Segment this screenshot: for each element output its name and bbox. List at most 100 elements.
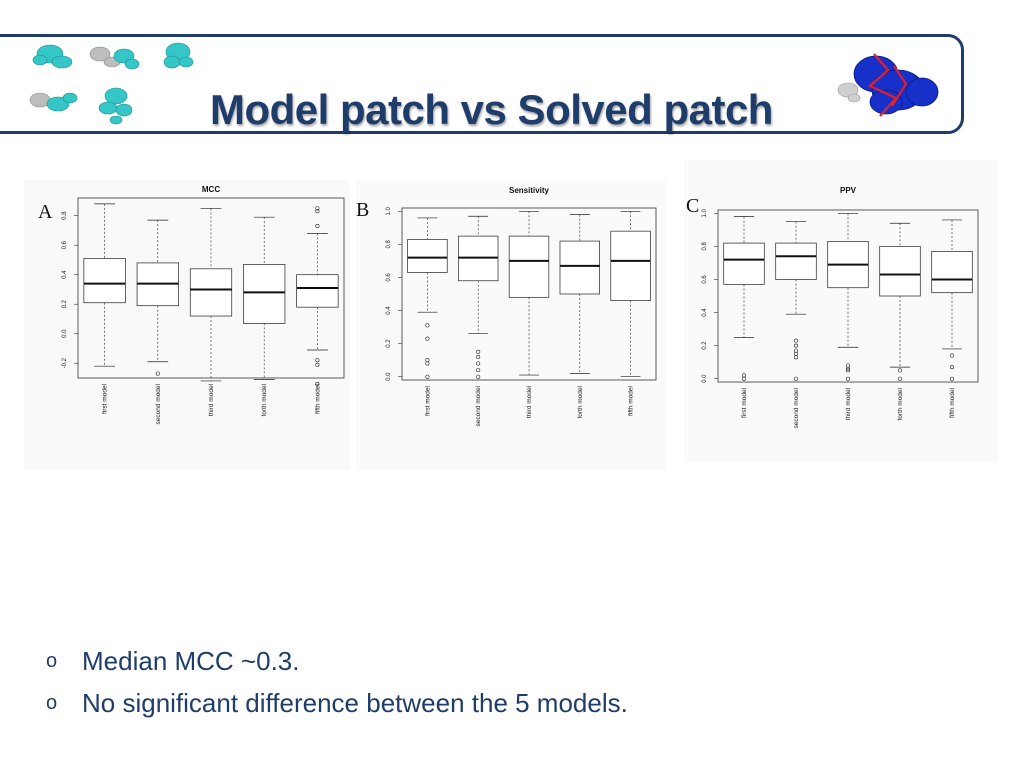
y-tick-label: 0.8 — [62, 211, 68, 220]
panel-letter: B — [356, 199, 369, 221]
boxplot-sensitivity: B Sensitivity 0.0 0.2 0.4 0.6 0.8 1.0 first mode… — [356, 186, 657, 426]
y-tick-label: 0.2 — [386, 339, 392, 348]
x-tick-label: fifth model — [949, 387, 956, 418]
box-third-model — [827, 212, 869, 381]
protein-cyan-1 — [32, 44, 73, 69]
box-iqr — [931, 250, 973, 294]
outlier-point — [794, 338, 799, 343]
outlier-point — [476, 361, 481, 366]
box-second-model — [136, 219, 179, 376]
box-forth-model — [879, 222, 921, 381]
outlier-point — [476, 368, 481, 373]
x-tick-label: second model — [155, 383, 162, 424]
box-fifth-model — [610, 210, 651, 378]
outlier-point — [476, 354, 481, 359]
chart-panel-ppv: C PPV 0.0 0.2 0.4 0.6 0.8 1.0 first model second … — [684, 160, 998, 462]
outlier-point — [949, 376, 954, 381]
box-forth-model — [243, 216, 286, 380]
outlier-point — [425, 361, 430, 366]
chart-title: PPV — [840, 186, 857, 195]
y-tick-label: -0.2 — [62, 357, 68, 368]
outlier-point — [794, 348, 799, 353]
box-third-model — [508, 210, 550, 376]
box-iqr — [879, 246, 921, 297]
outlier-point — [476, 374, 481, 379]
plot-frame — [717, 209, 979, 383]
y-tick-label: 0.4 — [62, 270, 68, 279]
bullet-list: o Median MCC ~0.3. o No significant diff… — [46, 640, 628, 724]
bullet-text: Median MCC ~0.3. — [82, 645, 300, 676]
box-second-model — [775, 221, 817, 381]
x-tick-label: first model — [424, 385, 431, 416]
outlier-point — [846, 368, 851, 373]
outlier-point — [425, 358, 430, 363]
y-tick-label: 0.6 — [386, 273, 392, 282]
box-third-model — [189, 207, 233, 382]
outlier-point — [949, 353, 954, 358]
box-iqr — [723, 242, 765, 285]
box-iqr — [189, 268, 233, 317]
box-first-model — [83, 203, 126, 367]
y-tick-label: 1.0 — [386, 206, 392, 215]
protein-cyan-2 — [163, 42, 194, 69]
outlier-point — [425, 323, 430, 328]
box-first-model — [723, 216, 765, 381]
chart-panel-sensitivity: B Sensitivity 0.0 0.2 0.4 0.6 0.8 1.0 first mode… — [356, 180, 666, 470]
plot-frame — [401, 207, 657, 381]
outlier-point — [794, 376, 799, 381]
x-tick-label: third model — [526, 385, 533, 418]
panel-letter: C — [686, 195, 699, 217]
box-iqr — [508, 235, 550, 298]
y-tick-label: 0.0 — [386, 372, 392, 381]
outlier-point — [315, 381, 320, 386]
box-fifth-model — [931, 219, 973, 381]
y-tick-label: 1.0 — [702, 208, 708, 217]
y-tick-label: 0.8 — [386, 240, 392, 249]
x-tick-label: second model — [793, 387, 800, 428]
outlier-point — [949, 365, 954, 370]
outlier-point — [476, 349, 481, 354]
box-fifth-model — [296, 206, 339, 386]
outlier-point — [425, 374, 430, 379]
y-tick-label: 0.6 — [702, 275, 708, 284]
outlier-point — [741, 373, 746, 378]
outlier-point — [741, 376, 746, 381]
outlier-point — [898, 376, 903, 381]
y-tick-label: 0.0 — [702, 374, 708, 383]
protein-complex-image — [837, 53, 939, 117]
outlier-point — [794, 351, 799, 356]
x-tick-label: forth model — [261, 383, 268, 416]
protein-cyan-3 — [98, 87, 133, 125]
chart-title: MCC — [202, 185, 220, 194]
outlier-point — [425, 336, 430, 341]
box-iqr — [407, 239, 448, 273]
chart-title: Sensitivity — [509, 186, 550, 195]
boxplot-mcc: A MCC -0.2 0.0 0.2 0.4 0.6 0.8 first model second… — [38, 185, 345, 424]
chart-panel-mcc: A MCC -0.2 0.0 0.2 0.4 0.6 0.8 first model second… — [24, 180, 350, 470]
outlier-point — [794, 343, 799, 348]
box-iqr — [559, 240, 600, 295]
outlier-point — [846, 376, 851, 381]
outlier-point — [315, 362, 320, 367]
x-tick-label: fifth model — [628, 385, 635, 416]
panel-letter: A — [38, 201, 53, 223]
box-iqr — [296, 274, 339, 308]
y-tick-label: 0.4 — [386, 306, 392, 315]
x-tick-label: first model — [102, 383, 109, 414]
x-tick-label: fifth model — [314, 383, 321, 414]
outlier-point — [898, 368, 903, 373]
x-tick-label: second model — [475, 385, 482, 426]
x-tick-label: first model — [741, 387, 748, 418]
box-iqr — [243, 264, 286, 324]
box-second-model — [458, 215, 499, 379]
bullet-marker: o — [46, 691, 58, 714]
slide-title: Model patch vs Solved patch — [210, 86, 773, 134]
x-tick-label: forth model — [897, 387, 904, 420]
protein-structures-image — [29, 42, 194, 125]
y-tick-label: 0.0 — [62, 329, 68, 338]
outlier-point — [155, 371, 160, 376]
bullet-item: o No significant difference between the … — [46, 682, 628, 724]
box-iqr — [775, 242, 817, 280]
outlier-point — [846, 363, 851, 368]
y-tick-label: 0.6 — [62, 240, 68, 249]
